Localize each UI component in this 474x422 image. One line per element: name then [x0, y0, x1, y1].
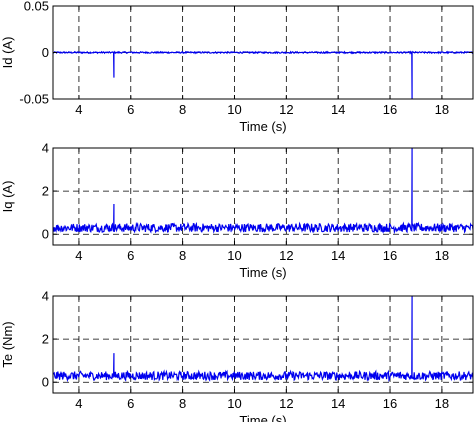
x-axis-label: Time (s)	[239, 265, 286, 280]
y-tick-label: -0.05	[19, 92, 49, 107]
plot-frame	[52, 295, 474, 394]
y-tick-label: 0.05	[24, 0, 49, 14]
x-tick-label: 4	[75, 396, 82, 411]
x-tick-label: 14	[331, 396, 345, 411]
x-tick-label: 14	[331, 102, 345, 117]
x-tick-label: 18	[435, 396, 449, 411]
subplot-1: 4 6 8 10 12 14 16 18 -0.05 0 0.05 Time (s) Id (A)	[0, 0, 474, 134]
series-line	[53, 296, 473, 383]
x-tick-label: 18	[435, 248, 449, 263]
x-tick-label: 6	[127, 102, 134, 117]
series-line	[53, 50, 473, 99]
x-tick-label: 12	[279, 248, 293, 263]
y-tick-label: 4	[42, 289, 49, 304]
x-tick-label: 6	[127, 396, 134, 411]
y-tick-label: 2	[42, 184, 49, 199]
y-tick-label: 0	[42, 45, 49, 60]
x-tick-label: 8	[179, 102, 186, 117]
x-tick-label: 18	[435, 102, 449, 117]
y-axis-label: Iq (A)	[0, 181, 15, 213]
x-axis-label: Time (s)	[239, 119, 286, 134]
x-tick-label: 16	[383, 248, 397, 263]
y-tick-label: 0	[42, 227, 49, 242]
x-tick-label: 10	[227, 248, 241, 263]
x-tick-label: 8	[179, 396, 186, 411]
y-tick-label: 0	[42, 375, 49, 390]
x-axis-label: Time (s)	[239, 413, 286, 422]
subplot-3: 4 6 8 10 12 14 16 18 0 2 4 Time (s) Te (Nm)	[0, 289, 474, 422]
series-line	[53, 148, 473, 235]
y-tick-label: 4	[42, 141, 49, 156]
x-tick-label: 12	[279, 102, 293, 117]
x-tick-label: 16	[383, 102, 397, 117]
x-tick-label: 16	[383, 396, 397, 411]
x-tick-label: 4	[75, 248, 82, 263]
x-tick-label: 8	[179, 248, 186, 263]
y-axis-label: Id (A)	[0, 37, 15, 69]
x-tick-label: 6	[127, 248, 134, 263]
x-tick-label: 10	[227, 102, 241, 117]
x-tick-label: 14	[331, 248, 345, 263]
x-tick-label: 10	[227, 396, 241, 411]
y-tick-label: 2	[42, 332, 49, 347]
x-tick-label: 12	[279, 396, 293, 411]
x-tick-label: 4	[75, 102, 82, 117]
subplot-2: 4 6 8 10 12 14 16 18 0 2 4 Time (s) Iq (A)	[0, 141, 474, 280]
plot-frame	[52, 147, 474, 246]
y-axis-label: Te (Nm)	[0, 321, 15, 367]
